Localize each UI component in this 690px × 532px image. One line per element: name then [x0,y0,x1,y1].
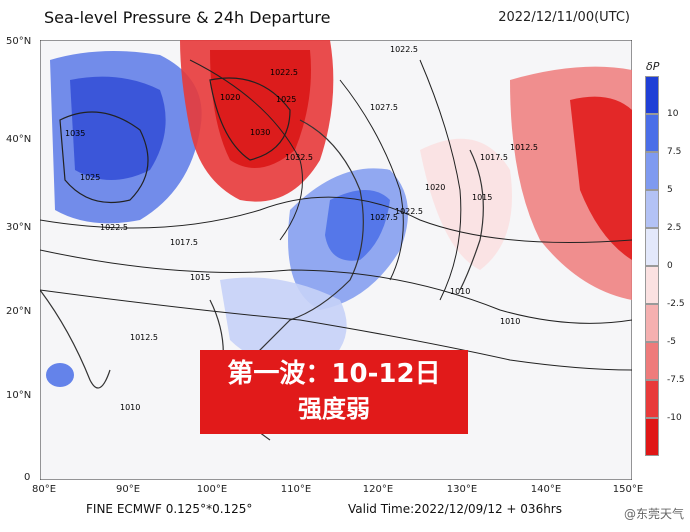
isobar [40,196,632,243]
contour-label: 1022.5 [100,223,128,232]
lat-tick: 10°N [6,390,32,401]
chart-title: Sea-level Pressure & 24h Departure [44,8,331,27]
legend-swatch [645,190,659,228]
legend-swatch [645,76,659,114]
isobar [59,111,149,204]
contour-label: 1015 [190,273,210,282]
lon-tick: 110°E [280,484,312,495]
negative-anomaly-south [220,277,347,370]
legend-swatch [645,380,659,418]
legend-swatch [645,114,659,152]
contour-label: 1030 [250,128,270,137]
contour-label: 1010 [450,287,470,296]
legend-label: 5 [667,185,673,195]
negative-anomaly-west-core [70,76,166,180]
legend-label: 0 [667,261,673,271]
legend-label: 7.5 [667,147,682,157]
pressure-map: 1035 1025 1022.5 1017.5 1015 1020 1022.5… [40,40,632,480]
lat-tick: 20°N [6,306,32,317]
legend-title: δP [646,60,660,73]
contour-label: 1025 [80,173,100,182]
isobar [40,289,632,371]
isobar [40,249,632,324]
banner-line-2: 强度弱 [298,395,370,423]
contour-label: 1012.5 [130,333,158,342]
color-legend [645,76,659,456]
coastline-india [40,289,111,389]
legend-swatch [645,304,659,342]
lat-tick: 50°N [6,36,32,47]
contour-label: 1010 [120,403,140,412]
contour-label: 1017.5 [480,153,508,162]
contour-label: 1015 [472,193,492,202]
legend-swatch [645,266,659,304]
contour-label: 1022.5 [395,207,423,216]
valid-time: Valid Time:2022/12/09/12 + 036hrs [348,502,562,516]
contour-label: 1020 [425,183,445,192]
contour-label: 1035 [65,129,85,138]
legend-swatch [645,152,659,190]
lon-tick: 140°E [530,484,562,495]
lat-tick: 40°N [6,134,32,145]
lon-tick: 120°E [362,484,394,495]
contour-label: 1027.5 [370,103,398,112]
positive-anomaly-north-core [210,50,311,168]
lon-tick: 130°E [446,484,478,495]
contour-label: 1025 [276,95,296,104]
isobar [339,79,404,281]
legend-label: -2.5 [667,299,685,309]
legend-swatch [645,418,659,456]
lon-tick: 90°E [115,484,141,495]
legend-label: -5 [667,337,676,347]
legend-label: -10 [667,413,682,423]
legend-label: 10 [667,109,679,119]
legend-label: 2.5 [667,223,682,233]
watermark: @东莞天气 [623,507,684,521]
lon-tick: 150°E [612,484,644,495]
highlight-banner: 第一波：10-12日 强度弱 [200,350,468,434]
timestamp: 2022/12/11/00(UTC) [498,10,630,25]
legend-swatch [645,228,659,266]
legend-swatch [645,342,659,380]
lat-tick: 0 [24,472,31,483]
coastline-japan [459,149,484,291]
banner-line-1: 第一波：10-12日 [227,359,441,389]
contour-label: 1012.5 [510,143,538,152]
lon-tick: 100°E [196,484,228,495]
coastline-china [249,119,364,361]
small-negative-spot [46,363,74,387]
contour-label: 1020 [220,93,240,102]
contour-label: 1010 [500,317,520,326]
contour-label: 1017.5 [170,238,198,247]
lon-tick: 80°E [31,484,57,495]
contour-label: 1027.5 [370,213,398,222]
contour-label: 1022.5 [390,45,418,54]
isobar [189,59,303,241]
lat-tick: 30°N [6,222,32,233]
contour-label: 1032.5 [285,153,313,162]
contour-label: 1022.5 [270,68,298,77]
isobar [419,59,462,301]
isobar [209,77,291,161]
legend-label: -7.5 [667,375,685,385]
model-label: FINE ECMWF 0.125°*0.125° [86,502,253,516]
negative-anomaly-east-core [325,190,390,261]
positive-anomaly-pacific-core [570,96,632,260]
